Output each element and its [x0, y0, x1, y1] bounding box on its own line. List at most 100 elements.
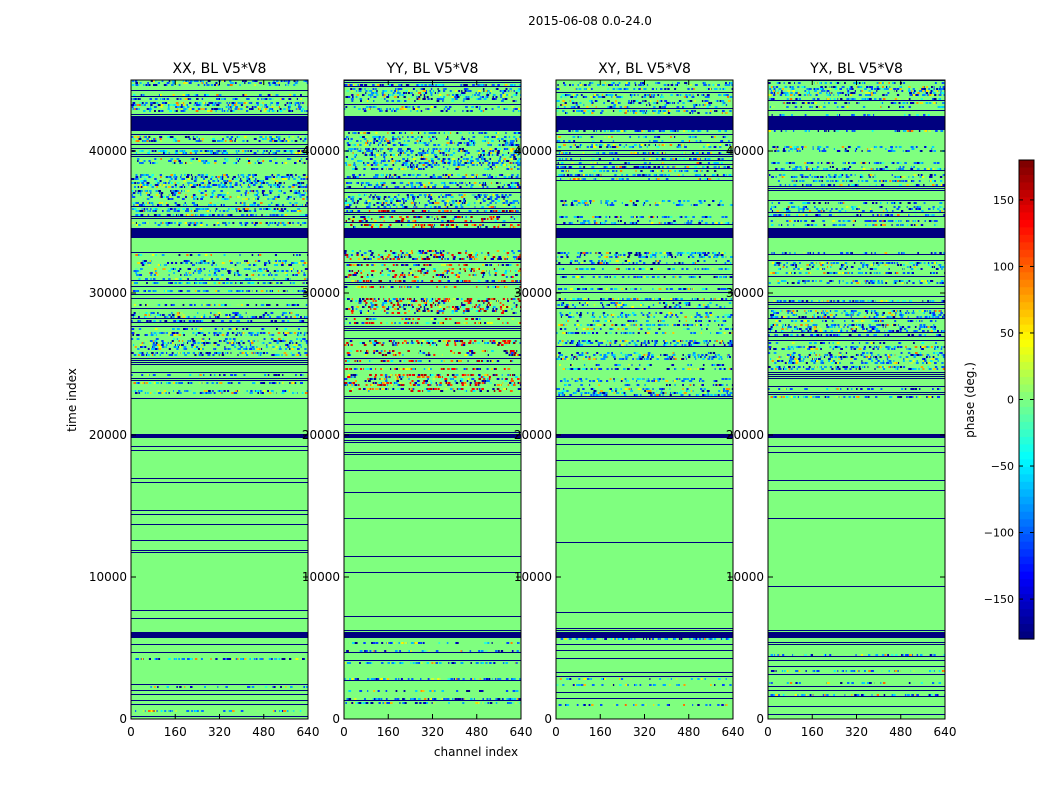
phase-dot	[459, 94, 460, 96]
phase-dot	[140, 344, 143, 346]
phase-dot	[191, 214, 193, 216]
phase-dot	[272, 110, 275, 112]
phase-dot	[250, 344, 251, 346]
phase-dot	[217, 98, 219, 100]
phase-dot	[192, 158, 194, 160]
phase-dot	[490, 166, 492, 168]
phase-dot	[261, 182, 263, 184]
phase-dot	[158, 190, 161, 192]
phase-dot	[507, 148, 509, 150]
phase-dot	[139, 138, 142, 140]
phase-dot	[149, 198, 151, 200]
phase-dot	[507, 184, 510, 186]
phase-dot	[272, 274, 273, 276]
phase-dot	[380, 186, 382, 188]
phase-dot	[458, 158, 460, 160]
phase-dot	[382, 84, 384, 86]
phase-dot	[215, 102, 216, 104]
phase-dot	[166, 180, 168, 182]
phase-dot	[387, 132, 388, 134]
phase-dot	[255, 260, 257, 262]
phase-dot	[200, 150, 202, 152]
phase-dot	[361, 182, 364, 184]
phase-dot	[282, 270, 284, 272]
phase-dot	[284, 202, 286, 204]
phase-dot	[382, 92, 384, 94]
phase-dot	[144, 180, 146, 182]
phase-dot	[154, 268, 157, 270]
phase-dot	[505, 142, 507, 144]
phase-dot	[293, 346, 296, 348]
phase-dot	[173, 272, 175, 274]
phase-dot	[225, 658, 227, 660]
phase-dot	[278, 94, 279, 96]
phase-dot	[420, 168, 422, 170]
phase-dot	[248, 180, 251, 182]
dark-row	[344, 128, 521, 130]
phase-dot	[223, 150, 226, 152]
phase-dot	[238, 160, 239, 162]
phase-dot	[367, 164, 370, 166]
phase-dot	[364, 110, 367, 112]
phase-dot	[374, 154, 375, 156]
phase-dot	[256, 304, 258, 306]
phase-dot	[206, 340, 208, 342]
phase-dot	[420, 140, 421, 142]
phase-dot	[407, 140, 410, 142]
phase-dot	[177, 158, 180, 160]
phase-dot	[426, 144, 428, 146]
phase-dot	[276, 102, 278, 104]
phase-dot	[197, 198, 199, 200]
phase-dot	[237, 304, 239, 306]
phase-dot	[216, 278, 219, 280]
phase-dot	[259, 184, 260, 186]
phase-dot	[448, 176, 450, 178]
phase-dot	[178, 390, 180, 392]
phase-dot	[232, 316, 235, 318]
phase-dot	[258, 686, 261, 688]
phase-dot	[428, 142, 429, 144]
phase-dot	[279, 208, 281, 210]
phase-dot	[299, 136, 301, 138]
phase-dot	[143, 710, 145, 712]
phase-dot	[502, 90, 504, 92]
phase-dot	[251, 182, 253, 184]
phase-dot	[436, 148, 438, 150]
phase-dot	[517, 84, 519, 86]
phase-dot	[164, 290, 165, 292]
phase-dot	[257, 160, 258, 162]
phase-dot	[147, 138, 150, 140]
phase-dot	[434, 154, 437, 156]
phase-dot	[299, 338, 302, 340]
phase-dot	[148, 348, 150, 350]
phase-dot	[180, 98, 182, 100]
phase-dot	[219, 304, 221, 306]
phase-dot	[413, 158, 416, 160]
phase-dot	[139, 102, 142, 104]
phase-dot	[213, 190, 215, 192]
phase-dot	[177, 344, 178, 346]
phase-dot	[373, 142, 375, 144]
phase-dot	[518, 110, 519, 112]
phase-dot	[223, 98, 224, 100]
phase-dot	[405, 168, 407, 170]
phase-dot	[189, 320, 191, 322]
phase-dot	[478, 176, 479, 178]
phase-dot	[439, 148, 441, 150]
phase-dot	[200, 186, 203, 188]
phase-dot	[168, 390, 170, 392]
dark-row	[131, 230, 308, 232]
phase-dot	[261, 138, 263, 140]
phase-dot	[411, 184, 413, 186]
phase-dot	[426, 154, 429, 156]
phase-dot	[302, 214, 304, 216]
phase-dot	[390, 156, 392, 158]
phase-dot	[201, 160, 204, 162]
phase-dot	[206, 342, 209, 344]
phase-dot	[236, 162, 238, 164]
phase-dot	[201, 332, 204, 334]
phase-dot	[155, 98, 158, 100]
phase-dot	[368, 88, 369, 90]
phase-dot	[214, 162, 216, 164]
phase-dot	[460, 84, 462, 86]
